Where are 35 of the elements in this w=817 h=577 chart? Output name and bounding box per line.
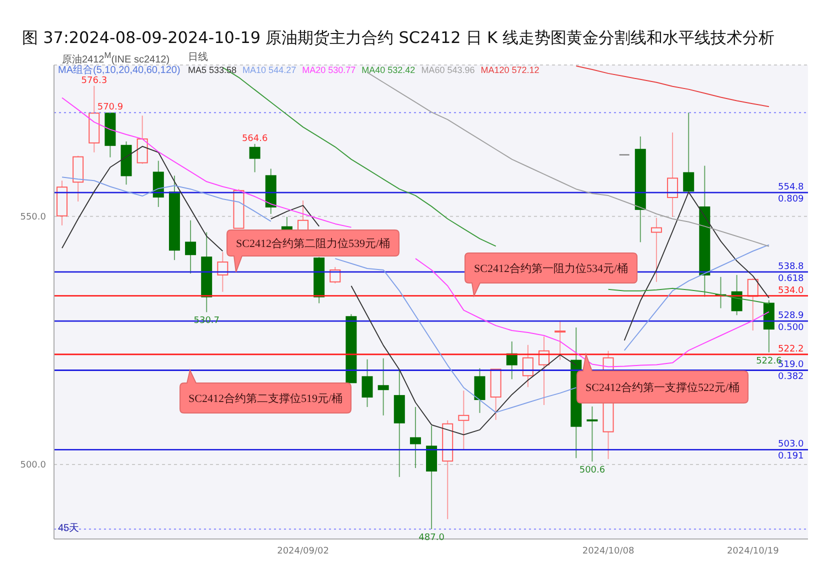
x-tick-label: 2024/10/08: [582, 546, 635, 556]
annotation: 原油2412$^{M}$(INE sc2412): [62, 50, 170, 66]
annotation: 576.3: [81, 76, 108, 86]
text: MA60 543.96: [421, 65, 475, 75]
callout-box: SC2412合约第一支撑位522元/桶: [576, 354, 748, 404]
y-tick-label: 500.0: [20, 460, 46, 471]
ref-line-label: 522.2: [778, 344, 804, 354]
text: MA20 530.77: [302, 65, 356, 75]
annotation: 564.6: [242, 134, 268, 144]
text: MA10 544.27: [242, 65, 296, 75]
callout-box: SC2412合约第二支撑位519元/桶: [180, 370, 352, 414]
text: MA120 572.12: [480, 65, 540, 75]
annotation: MA组合(5,10,20,40,60,120): [58, 64, 180, 76]
ref-line-label: 534.0: [778, 286, 804, 296]
annotation: SC2412合约第二支撑位519元/桶: [188, 392, 343, 405]
y-tick-label: 550.0: [20, 212, 46, 223]
callout-box: SC2412合约第二阻力位539元/桶: [226, 230, 400, 272]
annotation: SC2412合约第一支撑位522元/桶: [585, 381, 740, 394]
text: MA40 532.42: [362, 65, 416, 75]
x-tick-label: 2024/10/19: [726, 546, 780, 556]
annotation: SC2412合约第一阻力位534元/桶: [474, 262, 628, 275]
callout-box: SC2412合约第一阻力位534元/桶: [464, 252, 638, 296]
annotation: 487.0: [418, 533, 445, 544]
ref-line-label: 503.0 0.191: [778, 440, 804, 462]
ref-line-label: 528.9 0.500: [778, 311, 804, 334]
x-tick-label: 2024/09/02: [277, 546, 329, 556]
annotation: 500.6: [579, 466, 606, 476]
chart-title: 图 37:2024-08-09-2024-10-19 原油期货主力合约 SC2412 日 K 线走势图黄金分割线和水平线技术分析: [22, 28, 775, 49]
annotation: 570.9: [97, 102, 124, 113]
ref-line-label: 554.8 0.809: [778, 182, 804, 205]
annotation: 45天: [58, 522, 80, 535]
text: 日线: [188, 50, 208, 64]
annotation: SC2412合约第二阻力位539元/桶: [236, 237, 390, 250]
line-series: [576, 65, 770, 108]
ref-line-label: 538.8 0.618: [778, 262, 804, 284]
